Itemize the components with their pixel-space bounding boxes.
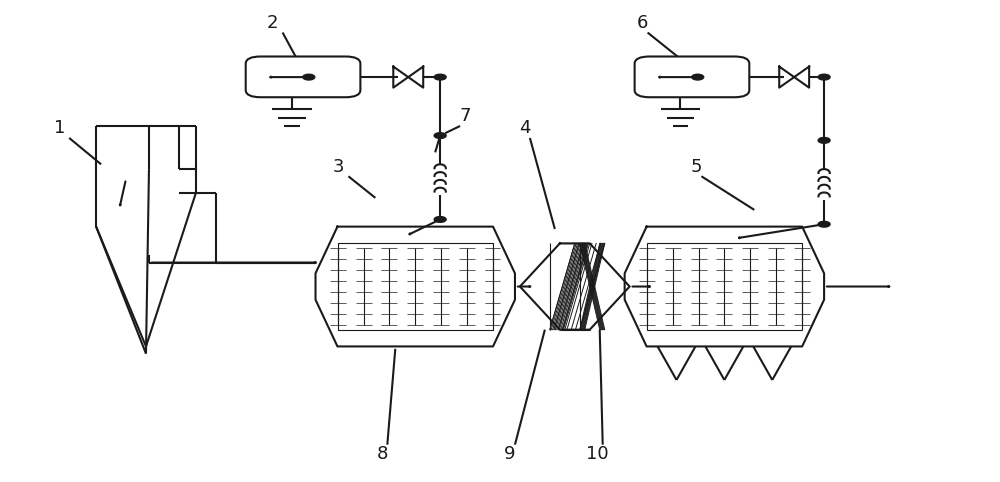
Text: 9: 9 <box>504 445 516 463</box>
Text: 1: 1 <box>54 120 65 137</box>
Text: 10: 10 <box>586 445 609 463</box>
Text: 7: 7 <box>459 107 471 125</box>
Circle shape <box>692 74 704 80</box>
Polygon shape <box>520 243 630 330</box>
Bar <box>647 243 802 330</box>
Text: 5: 5 <box>691 158 702 176</box>
Circle shape <box>434 74 446 80</box>
Circle shape <box>434 216 446 222</box>
Text: 6: 6 <box>637 14 648 32</box>
Text: 2: 2 <box>267 14 278 32</box>
Circle shape <box>434 133 446 138</box>
Polygon shape <box>316 227 515 347</box>
Text: 8: 8 <box>377 445 388 463</box>
Circle shape <box>303 74 315 80</box>
Circle shape <box>818 137 830 143</box>
Bar <box>338 243 493 330</box>
Circle shape <box>818 221 830 227</box>
Text: 4: 4 <box>519 120 531 137</box>
Polygon shape <box>625 227 824 347</box>
FancyBboxPatch shape <box>635 56 749 97</box>
FancyBboxPatch shape <box>246 56 360 97</box>
Text: 3: 3 <box>333 158 344 176</box>
Circle shape <box>818 74 830 80</box>
